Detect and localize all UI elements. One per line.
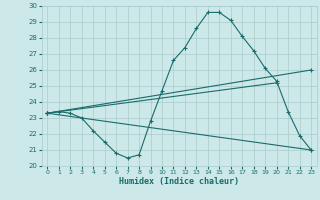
X-axis label: Humidex (Indice chaleur): Humidex (Indice chaleur) — [119, 177, 239, 186]
